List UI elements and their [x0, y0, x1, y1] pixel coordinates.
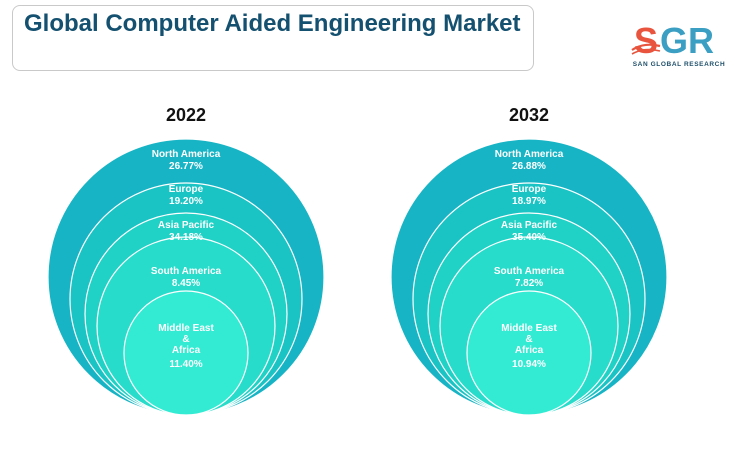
category-label-middle-east-africa-2022: &	[182, 334, 189, 345]
value-label-middle-east-africa-2022: 11.40%	[169, 359, 202, 370]
value-label-south-america-2032: 7.82%	[515, 278, 543, 289]
category-label-asia-pacific-2032: Asia Pacific	[501, 220, 558, 231]
brand-logo: S GR S SAN GLOBAL RESEARCH	[630, 20, 726, 74]
chart-title-2022: 2022	[166, 105, 206, 125]
category-label-europe-2032: Europe	[512, 184, 547, 195]
category-label-europe-2022: Europe	[169, 184, 204, 195]
logo-subtitle: SAN GLOBAL RESEARCH	[632, 61, 726, 68]
title-box: Global Computer Aided Engineering Market	[12, 5, 534, 71]
sgr-logo-icon: S GR S	[631, 20, 714, 60]
category-label-north-america-2032: North America	[495, 149, 564, 160]
value-label-europe-2022: 19.20%	[169, 196, 203, 207]
category-label-south-america-2022: South America	[151, 266, 222, 277]
chart-title-2032: 2032	[509, 105, 549, 125]
logo-mark-text: GR	[660, 20, 714, 60]
ring-middle-east-africa-2022	[123, 290, 249, 416]
category-label-north-america-2022: North America	[152, 149, 221, 160]
category-label-middle-east-africa-2032: Africa	[515, 345, 544, 356]
value-label-south-america-2022: 8.45%	[172, 278, 200, 289]
value-label-middle-east-africa-2032: 10.94%	[512, 359, 546, 370]
value-label-north-america-2022: 26.77%	[169, 161, 203, 172]
value-label-asia-pacific-2022: 34.18%	[169, 232, 203, 243]
category-label-middle-east-africa-2032: Middle East	[501, 323, 557, 334]
category-label-asia-pacific-2022: Asia Pacific	[158, 220, 215, 231]
ring-middle-east-africa-2032	[466, 290, 592, 416]
category-label-middle-east-africa-2022: Africa	[172, 345, 201, 356]
svg-text:S: S	[634, 20, 658, 60]
category-label-middle-east-africa-2032: &	[525, 334, 532, 345]
category-label-south-america-2032: South America	[494, 266, 565, 277]
page-title: Global Computer Aided Engineering Market	[24, 10, 521, 37]
category-label-middle-east-africa-2022: Middle East	[158, 323, 214, 334]
value-label-north-america-2032: 26.88%	[512, 161, 546, 172]
value-label-asia-pacific-2032: 35.40%	[512, 232, 546, 243]
value-label-europe-2032: 18.97%	[512, 196, 546, 207]
